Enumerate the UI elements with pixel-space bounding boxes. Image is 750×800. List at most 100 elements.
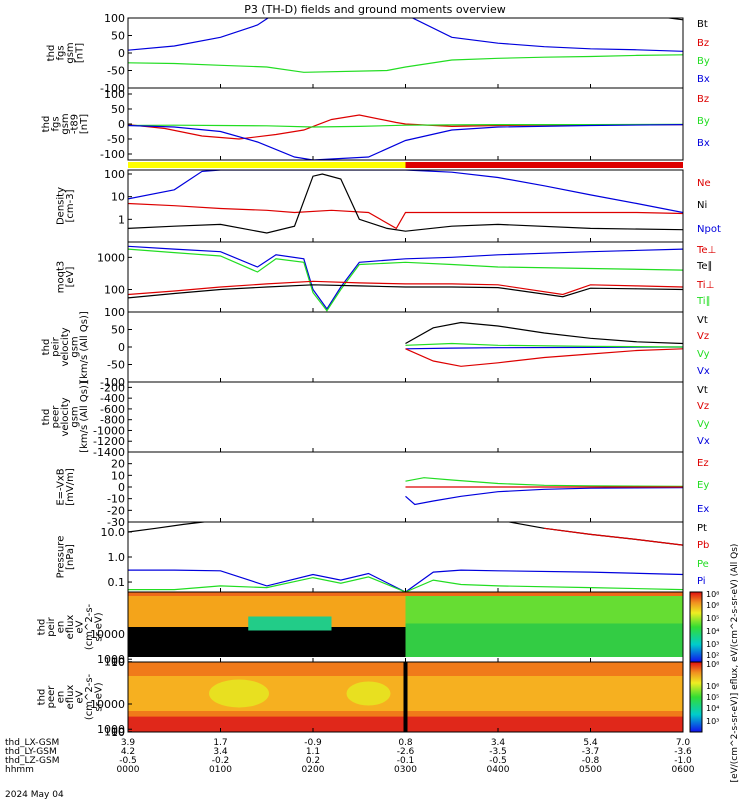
- ytick-label: 0: [118, 118, 125, 131]
- legend-Pi: Pi: [697, 576, 706, 587]
- ytick-label: -100: [100, 148, 125, 161]
- ytick-label: 10: [111, 469, 125, 482]
- svg-text:[mV/m]: [mV/m]: [65, 468, 76, 506]
- ytick-label: 1: [118, 213, 125, 226]
- ytick-label: -600: [100, 403, 125, 416]
- spec-region-cyan: [248, 616, 332, 631]
- xaxis-value: -3.6: [674, 747, 692, 757]
- svg-text:E=-VxB: E=-VxB: [55, 468, 66, 505]
- ytick-label: 100: [104, 306, 125, 319]
- spec-region-green-band: [405, 623, 683, 659]
- ytick-label: 1.0: [108, 551, 126, 564]
- svg-text:thd: thd: [37, 689, 48, 706]
- colorbar-tick: 10⁸: [706, 590, 719, 599]
- svg-text:eflux: eflux: [65, 615, 76, 640]
- xaxis-value: 0100: [209, 765, 232, 775]
- legend-Bz: Bz: [697, 38, 709, 49]
- panel-temperature: 1000 100 moqt3[eV] Te⊥ Te∥ Ti⊥ Ti∥: [55, 241, 716, 313]
- legend-Vy: Vy: [697, 419, 710, 430]
- svg-text:thd: thd: [41, 339, 52, 356]
- series-line-Vx: [405, 346, 683, 350]
- legend-Bz: Bz: [697, 94, 709, 105]
- legend-Vz: Vz: [697, 401, 709, 412]
- legend-Pb: Pb: [697, 540, 709, 551]
- xaxis-value: 4.2: [121, 747, 135, 757]
- svg-text:velocity: velocity: [60, 397, 71, 436]
- ytick-label: 100: [104, 88, 125, 101]
- ytick-label: 1000: [97, 653, 125, 666]
- svg-text:[nT]: [nT]: [74, 43, 85, 63]
- series-line-Bx: [128, 18, 683, 52]
- svg-text:[km/s (All Qs)]: [km/s (All Qs)]: [79, 381, 90, 453]
- svg-text:thd: thd: [41, 116, 52, 133]
- legend-Ni: Ni: [697, 200, 707, 211]
- svg-text:thd: thd: [41, 409, 52, 426]
- series-line-Vt: [405, 321, 683, 345]
- series-line-By: [128, 123, 683, 128]
- xaxis-value: 0.2: [306, 756, 320, 766]
- xaxis-value: -0.2: [212, 756, 230, 766]
- svg-text:(cm^2-s-: (cm^2-s-: [84, 603, 95, 650]
- panel-frame: [127, 241, 684, 313]
- xaxis-value: -1.0: [674, 756, 692, 766]
- ytick-label: 50: [111, 30, 125, 43]
- svg-text:sr-eV): sr-eV): [94, 612, 105, 641]
- ylabel-temperature: moqt3[eV]: [55, 261, 76, 294]
- series-line-Ti⊥: [128, 245, 683, 310]
- colorbar-tick: 10⁵: [706, 614, 719, 623]
- panel-peer_velocity: -200-400-600-800-1000-1200-1400thdpeerve…: [41, 381, 710, 459]
- svg-text:eV: eV: [75, 620, 86, 633]
- xaxis-value: 1.7: [213, 738, 227, 748]
- ytick-label: 50: [111, 324, 125, 337]
- panel-pressure: 10.0 1.0 0.1 Pressure[nPa] Pt Pb Pe Pi: [55, 521, 709, 593]
- spec-region-lowflux: [128, 627, 406, 659]
- series-line-Vy: [405, 342, 683, 348]
- svg-text:peir: peir: [46, 616, 57, 636]
- ytick-label: 10: [111, 191, 125, 204]
- ytick-label: -200: [100, 381, 125, 394]
- colorbar-tick: 10³: [706, 717, 719, 726]
- svg-text:thd: thd: [46, 45, 57, 62]
- ytick-label: -1400: [93, 446, 125, 459]
- series-line-Ne: [128, 202, 683, 230]
- xaxis-row-label: thd_LZ-GSM: [5, 756, 60, 766]
- ytick-label: -20: [107, 504, 125, 517]
- ytick-label: 10000: [90, 698, 125, 711]
- svg-text:(cm^2-s-: (cm^2-s-: [84, 673, 95, 720]
- xaxis-value: 0500: [579, 765, 602, 775]
- ytick-label: -800: [100, 414, 125, 427]
- ytick-label: 10: [111, 656, 125, 669]
- spec-region-peak: [209, 679, 269, 708]
- ytick-label: 0: [118, 481, 125, 494]
- ytick-label: -1200: [93, 435, 125, 448]
- svg-text:sr-eV): sr-eV): [94, 682, 105, 711]
- panel-frame: [127, 521, 684, 593]
- xaxis-value: 1.1: [306, 747, 320, 757]
- xaxis-value: -0.5: [119, 756, 137, 766]
- svg-text:thd: thd: [37, 619, 48, 636]
- legend-Vt: Vt: [697, 385, 708, 396]
- colorbar-strip: [689, 591, 703, 663]
- series-line-Pt: [128, 522, 683, 546]
- legend-Pt: Pt: [697, 523, 707, 534]
- ytick-label: -100: [100, 82, 125, 95]
- panel-density: 100 10 1 Density[cm-3] Ne Ni Npot: [55, 168, 721, 243]
- legend-By: By: [697, 56, 710, 67]
- mode-bar-segment: [405, 162, 683, 168]
- ytick-label: 0.1: [108, 576, 126, 589]
- svg-text:en: en: [56, 691, 67, 704]
- ytick-label: -400: [100, 392, 125, 405]
- svg-text:[cm-3]: [cm-3]: [65, 189, 76, 222]
- legend-Pe: Pe: [697, 559, 709, 570]
- svg-text:peir: peir: [51, 336, 62, 356]
- series-line-Te⊥: [128, 280, 683, 296]
- ytick-label: 100: [104, 12, 125, 25]
- ytick-label: 20: [111, 458, 125, 471]
- svg-text:gsm: gsm: [65, 42, 76, 63]
- ytick-label: -50: [107, 133, 125, 146]
